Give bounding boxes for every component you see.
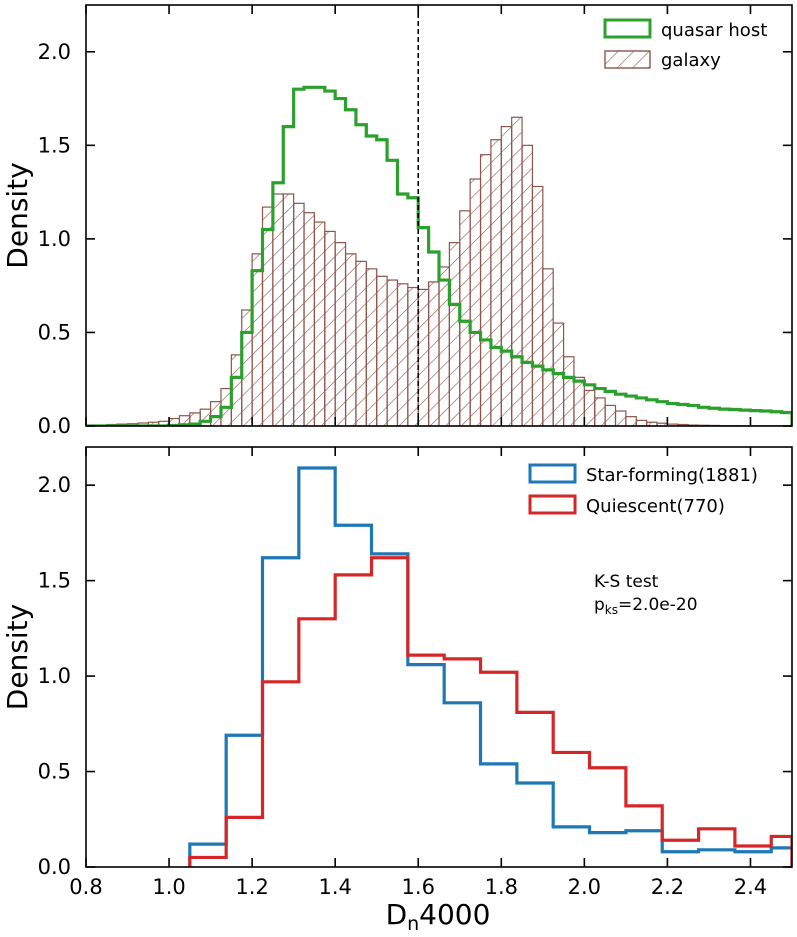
bottom-ytick-label: 0.5 [38, 760, 71, 784]
top-ytick-label: 0.5 [38, 320, 71, 344]
bottom-histograms [188, 466, 792, 867]
legend-swatch-galaxy [604, 50, 651, 69]
bottom-xtick-label: 2.2 [651, 875, 684, 899]
bottom-xtick-label: 2.4 [734, 875, 767, 899]
bottom-panel: 0.0 0.5 1.0 1.5 2.0 0.8 1.0 1.2 1.4 1.6 1.8 2.0 2.2 2… [1, 446, 793, 935]
xlabel-rest: 4000 [419, 898, 490, 931]
bottom-xtick-label: 1.2 [235, 875, 268, 899]
top-panel: 0.0 0.5 1.0 1.5 2.0 Density quasar host gala… [1, 4, 793, 438]
legend-label-galaxy: galaxy [661, 50, 721, 71]
step-line-star-forming-1881 [188, 466, 792, 867]
top-axis-ticks: 0.0 0.5 1.0 1.5 2.0 [38, 5, 792, 438]
ks-test-pvalue: pks=2.0e-20 [594, 595, 698, 617]
bottom-ytick-label: 1.5 [38, 569, 71, 593]
legend-swatch-quiescent [528, 494, 577, 515]
bottom-legend: Star-forming(1881) Quiescent(770) [528, 463, 758, 517]
bottom-xtick-label: 1.0 [152, 875, 185, 899]
top-plot-frame [85, 4, 793, 427]
xlabel-main: D [386, 898, 408, 931]
bottom-xtick-label: 1.8 [485, 875, 518, 899]
top-ytick-label: 1.0 [38, 227, 71, 251]
bottom-xtick-label: 2.0 [568, 875, 601, 899]
bottom-xlabel: Dn4000 [386, 898, 491, 935]
step-line-quasar-host [86, 85, 792, 426]
top-histograms [86, 85, 792, 426]
bottom-ylabel: Density [1, 604, 34, 710]
bottom-ytick-label: 1.0 [38, 664, 71, 688]
top-ylabel: Density [1, 162, 34, 268]
pvalue-symbol: p [594, 595, 605, 615]
legend-label-quasar-host: quasar host [661, 20, 767, 41]
legend-label-star-forming: Star-forming(1881) [586, 465, 758, 486]
bottom-xtick-label: 0.8 [69, 875, 102, 899]
legend-swatch-star-forming [528, 463, 577, 484]
bottom-plot-frame [85, 446, 793, 868]
top-ytick-label: 1.5 [38, 133, 71, 157]
bottom-axis-ticks: 0.0 0.5 1.0 1.5 2.0 0.8 1.0 1.2 1.4 1.6 1.8 2.0 2.2 2… [38, 447, 792, 899]
step-line-quiescent-770 [188, 556, 792, 867]
bottom-xtick-label: 1.6 [402, 875, 435, 899]
ks-test-annotation: K-S test pks=2.0e-20 [594, 572, 698, 617]
xlabel-subscript: n [407, 913, 419, 935]
legend-swatch-quasar-host [603, 18, 652, 39]
bottom-ytick-label: 2.0 [38, 473, 71, 497]
bottom-ytick-label: 0.0 [38, 855, 71, 879]
bottom-xtick-label: 1.4 [318, 875, 351, 899]
top-ytick-label: 2.0 [38, 40, 71, 64]
ks-test-title: K-S test [594, 572, 659, 592]
top-ytick-label: 0.0 [38, 414, 71, 438]
pvalue-subscript: ks [605, 603, 618, 617]
legend-label-quiescent: Quiescent(770) [586, 496, 725, 517]
pvalue-value: =2.0e-20 [618, 595, 698, 615]
top-legend: quasar host galaxy [603, 18, 767, 71]
